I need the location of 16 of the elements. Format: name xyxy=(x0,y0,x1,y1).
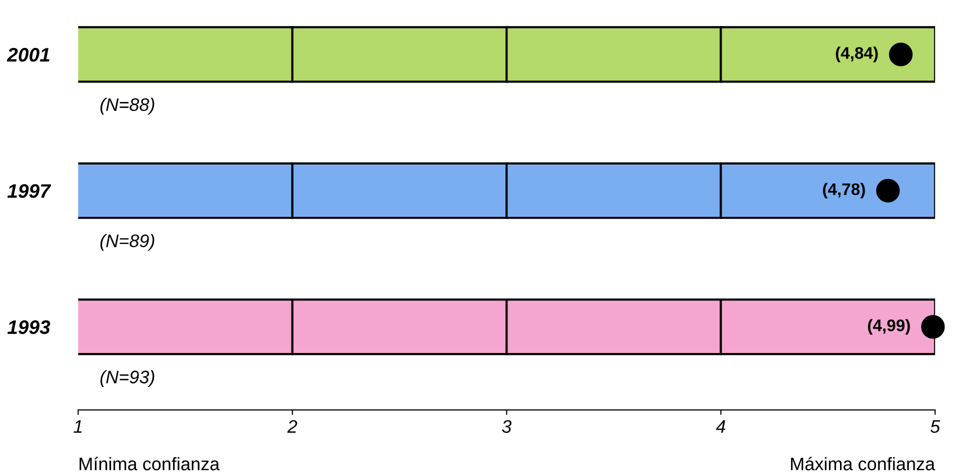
y-tick-label: 1993 xyxy=(7,320,50,334)
annotation: (N=89) xyxy=(100,234,154,251)
text: Máxima confianza xyxy=(791,456,936,470)
annotation: (N=93) xyxy=(100,370,154,388)
text: Mínima confianza xyxy=(80,456,220,470)
x-tick-label: 3 xyxy=(502,420,512,433)
y-tick-label: 1997 xyxy=(7,184,52,198)
y-tick-label: 2001 xyxy=(6,48,50,62)
x-tick-label: 2 xyxy=(287,420,298,433)
data-label: (4,84) xyxy=(836,46,878,62)
data-label: (4,99) xyxy=(868,319,910,335)
data-label: (4,78) xyxy=(823,182,865,198)
x-tick-label: 1 xyxy=(74,420,82,433)
annotation: (N=88) xyxy=(100,98,154,115)
x-tick-label: 5 xyxy=(930,420,940,433)
x-tick-label: 4 xyxy=(716,420,726,433)
